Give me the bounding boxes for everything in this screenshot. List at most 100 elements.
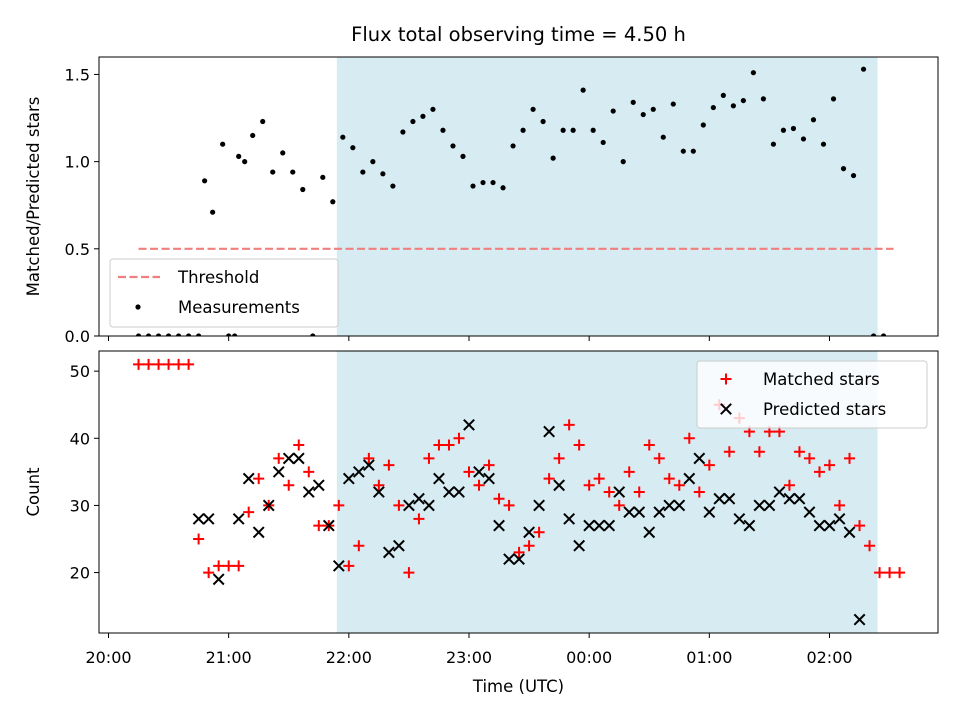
measurement-point [760, 96, 767, 102]
predicted-stars-marker [623, 506, 636, 519]
axes-frame [98, 350, 939, 634]
legend-predicted-swatch [720, 403, 732, 415]
matched-stars-marker [153, 358, 165, 370]
matched-stars-marker [753, 446, 765, 458]
measurement-point [350, 145, 356, 151]
matched-stars-marker [844, 452, 856, 464]
matched-stars-marker [313, 520, 325, 532]
matched-stars-marker [523, 540, 535, 552]
matched-stars-marker [413, 513, 425, 525]
measurement-point [880, 333, 887, 336]
measurement-point [260, 118, 266, 125]
matched-stars-marker [393, 499, 405, 511]
predicted-stars-marker [633, 506, 646, 519]
measurement-point [370, 159, 376, 165]
measurement-point [700, 122, 706, 128]
top-panel-ratio: 0.0 0.5 1.0 1.5 Matched/Predicted stars Thres… [24, 56, 939, 346]
measurement-point [490, 179, 496, 186]
measurement-point [690, 148, 696, 154]
series-x-markers [192, 418, 866, 626]
predicted-stars-marker [603, 519, 616, 532]
measurement-point [450, 143, 456, 149]
measurement-point [196, 333, 202, 336]
matched-stars-marker [663, 473, 675, 485]
matched-stars-marker [723, 446, 735, 458]
measurement-point [280, 150, 286, 156]
predicted-stars-marker [372, 486, 385, 498]
y-tick-label: 0.0 [65, 327, 90, 346]
data-marks [135, 66, 887, 336]
measurement-point [232, 333, 238, 336]
predicted-stars-marker [803, 506, 816, 519]
matched-stars-marker [133, 358, 145, 370]
matched-stars-marker [854, 520, 866, 532]
measurement-point [670, 101, 676, 107]
predicted-stars-marker [733, 512, 746, 525]
predicted-stars-marker [282, 452, 295, 465]
matched-stars-marker [173, 358, 185, 370]
matched-stars-marker [793, 446, 805, 458]
measurement-point [420, 113, 426, 119]
predicted-stars-marker [523, 526, 535, 539]
series-plus-markers [133, 358, 906, 579]
predicted-stars-marker [463, 418, 475, 431]
y-tick-label: 50 [70, 362, 90, 381]
predicted-stars-marker [423, 499, 435, 512]
predicted-stars-marker [833, 512, 846, 525]
matched-stars-marker [824, 459, 835, 471]
matched-stars-marker [623, 466, 635, 478]
matched-stars-marker [783, 479, 795, 491]
measurement-point [650, 106, 656, 112]
measurement-point [242, 159, 248, 165]
measurement-point [460, 153, 466, 159]
predicted-stars-marker [312, 479, 325, 492]
y-tick-label: 1.5 [65, 65, 90, 84]
predicted-stars-marker [322, 519, 335, 532]
predicted-stars-marker [683, 472, 696, 485]
measurement-point [390, 183, 396, 189]
matched-stars-marker [643, 439, 655, 451]
predicted-stars-marker [553, 479, 566, 492]
measurement-point [730, 103, 736, 109]
measurement-point [480, 179, 486, 186]
legend-predicted-label: Predicted stars [763, 400, 886, 419]
predicted-stars-marker [703, 506, 716, 519]
bottom-panel-counts: 20 30 40 50 20:00 21:00 22:00 23:00 00:00 01:00 02… [24, 350, 939, 696]
predicted-stars-marker [823, 519, 836, 532]
matched-stars-marker [363, 452, 375, 464]
measurement-point [270, 169, 276, 175]
x-tick-label: 00:00 [566, 648, 612, 667]
legend: Matched stars Predicted stars [696, 360, 928, 429]
matched-stars-marker [193, 533, 205, 545]
predicted-stars-marker [443, 486, 455, 498]
predicted-stars-marker [533, 499, 546, 512]
measurement-point [590, 127, 596, 133]
matched-stars-marker [633, 486, 645, 498]
measurement-point [850, 172, 857, 179]
matched-stars-marker [183, 358, 195, 370]
measurement-point [400, 129, 406, 135]
matched-stars-marker [673, 479, 685, 491]
y-tick-label: 20 [70, 564, 90, 583]
measurement-point [510, 143, 516, 149]
predicted-stars-marker [663, 499, 676, 512]
predicted-stars-marker [503, 553, 515, 566]
matched-stars-marker [243, 506, 255, 518]
y-tick-label: 40 [70, 429, 90, 448]
predicted-stars-marker [813, 519, 826, 532]
matched-stars-marker [443, 439, 455, 451]
predicted-stars-marker [453, 486, 465, 498]
measurement-point [720, 92, 726, 98]
matched-stars-marker [683, 432, 695, 444]
measurement-point [820, 141, 827, 147]
predicted-stars-marker [853, 613, 866, 626]
measurement-point [290, 169, 296, 175]
predicted-stars-marker [843, 526, 856, 539]
predicted-stars-marker [773, 486, 786, 498]
measurement-point [410, 118, 416, 125]
predicted-stars-marker [392, 539, 405, 552]
measurement-point [145, 333, 152, 336]
measurement-point [620, 159, 626, 165]
measurement-point [570, 127, 576, 133]
predicted-stars-marker [653, 506, 666, 519]
